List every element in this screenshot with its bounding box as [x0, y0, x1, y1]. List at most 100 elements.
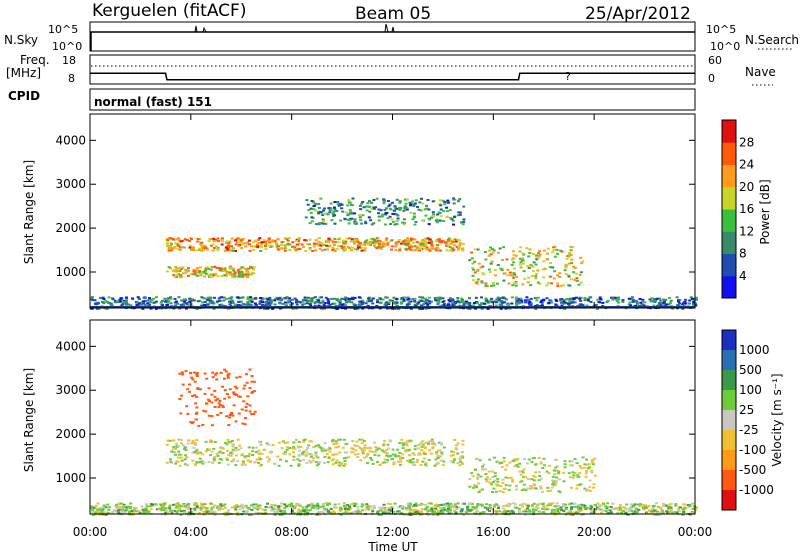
velocity-cell: [461, 456, 465, 459]
time-axis-label: Time UT: [367, 540, 418, 554]
velocity-cell: [305, 454, 308, 457]
velocity-cell: [532, 502, 536, 505]
velocity-cell: [476, 482, 480, 485]
power-cell: [621, 299, 625, 301]
velocity-cell: [320, 450, 324, 453]
power-cell: [260, 297, 264, 300]
velocity-cell: [117, 502, 121, 505]
velocity-cell: [242, 460, 245, 463]
velocity-cell: [453, 506, 457, 509]
power-cell: [546, 282, 550, 285]
power-cell: [317, 210, 321, 213]
power-cell: [227, 300, 231, 303]
velocity-cell: [253, 461, 256, 464]
power-cell: [630, 296, 634, 299]
velocity-colorbar-cell: [722, 410, 736, 431]
power-cell: [423, 239, 427, 242]
velocity-cell: [424, 507, 428, 510]
power-cell: [385, 211, 389, 214]
velocity-cell: [597, 508, 600, 511]
power-cell: [229, 300, 233, 303]
velocity-cell: [531, 505, 535, 508]
velocity-cell: [293, 447, 297, 450]
velocity-cell: [350, 447, 354, 450]
velocity-cell: [297, 441, 301, 443]
power-cell: [424, 214, 428, 217]
power-cell: [512, 282, 516, 285]
power-cell: [246, 275, 250, 278]
power-cell: [295, 300, 299, 303]
velocity-cell: [194, 412, 198, 415]
velocity-cell: [396, 448, 400, 451]
velocity-cell: [293, 506, 297, 509]
power-cell: [246, 241, 250, 244]
velocity-cell: [249, 504, 253, 507]
power-cell: [567, 274, 571, 277]
velocity-cell: [642, 506, 645, 509]
velocity-cell: [90, 505, 94, 508]
velocity-cell: [243, 456, 247, 459]
velocity-cell: [354, 502, 358, 505]
velocity-cell: [571, 513, 574, 516]
power-cell: [410, 245, 414, 248]
velocity-cell: [346, 511, 350, 514]
velocity-cell: [232, 506, 236, 509]
power-cell: [357, 296, 361, 299]
velocity-cell: [639, 503, 642, 506]
velocity-cell: [210, 424, 214, 427]
power-cell: [552, 277, 556, 280]
power-cell: [177, 244, 180, 247]
power-cell: [664, 298, 668, 301]
velocity-cell: [409, 511, 413, 514]
velocity-cell: [454, 447, 458, 450]
power-cell: [535, 304, 539, 307]
power-cell: [391, 302, 395, 305]
velocity-cell: [248, 387, 252, 389]
velocity-cell: [307, 459, 311, 462]
velocity-cell: [650, 511, 654, 514]
velocity-cell: [129, 506, 133, 508]
velocity-cell: [410, 461, 414, 464]
velocity-cell: [509, 511, 513, 514]
velocity-colorbar-tick: -25: [739, 423, 759, 437]
power-cell: [102, 302, 106, 305]
velocity-cell: [435, 503, 439, 506]
velocity-cell: [194, 463, 198, 466]
velocity-cell: [633, 503, 637, 506]
power-cell: [173, 298, 177, 300]
power-cell: [489, 262, 493, 265]
velocity-cell: [588, 489, 592, 492]
velocity-cell: [141, 508, 145, 511]
velocity-cell: [169, 458, 172, 461]
velocity-cell: [217, 461, 221, 464]
velocity-cell: [323, 509, 327, 512]
velocity-cell: [201, 453, 205, 456]
power-cell: [225, 270, 229, 273]
power-cell: [215, 300, 219, 303]
velocity-cell: [225, 457, 229, 460]
power-cell: [545, 252, 549, 255]
velocity-cell: [452, 459, 456, 461]
velocity-cell: [454, 444, 458, 447]
power-cell: [181, 272, 185, 275]
velocity-cell: [371, 462, 375, 465]
velocity-cell: [498, 490, 502, 493]
power-cell: [550, 282, 554, 285]
velocity-cell: [196, 387, 200, 390]
power-cell: [339, 219, 343, 222]
power-cell: [342, 243, 346, 245]
power-cell: [583, 297, 587, 299]
velocity-cell: [534, 463, 537, 466]
power-cell: [348, 219, 352, 222]
velocity-cell: [251, 454, 255, 456]
power-cell: [412, 203, 416, 206]
power-cell: [207, 273, 211, 276]
power-cell: [254, 297, 258, 299]
power-cell: [405, 198, 409, 201]
power-cell: [190, 237, 193, 240]
velocity-cell: [391, 448, 395, 451]
power-cell: [456, 299, 460, 302]
velocity-cell: [179, 456, 183, 459]
power-cell: [523, 277, 527, 280]
power-cell: [652, 304, 656, 307]
